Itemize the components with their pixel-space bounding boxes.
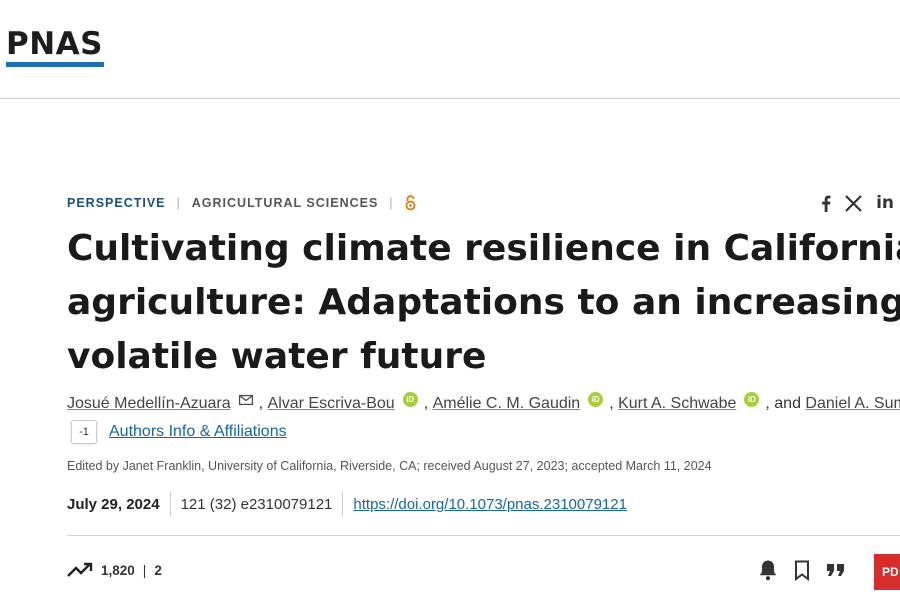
article-type[interactable]: PERSPECTIVE	[67, 196, 166, 210]
publication-date: July 29, 2024	[67, 495, 160, 513]
authors-info-link[interactable]: Authors Info & Affiliations	[109, 423, 287, 440]
author-link[interactable]: Daniel A. Sumne	[805, 394, 900, 412]
author-link[interactable]: Josué Medellín-Azuara	[67, 394, 231, 412]
citation-volume: 121 (32) e2310079121	[180, 495, 333, 513]
article-meta: PERSPECTIVE | AGRICULTURAL SCIENCES |	[67, 195, 416, 211]
metrics-separator: |	[142, 562, 147, 578]
orcid-icon[interactable]: iD	[744, 392, 760, 407]
meta-separator: |	[176, 196, 181, 210]
author-link[interactable]: Alvar Escriva-Bou	[267, 394, 395, 412]
x-icon[interactable]	[845, 194, 862, 212]
mail-icon[interactable]	[238, 394, 253, 405]
title-line: agriculture: Adaptations to an increasin…	[67, 282, 900, 323]
pdf-button[interactable]: PD	[874, 554, 900, 590]
title-line: volatile water future	[67, 336, 487, 377]
open-access-lock-icon	[405, 195, 416, 211]
article-subject[interactable]: AGRICULTURAL SCIENCES	[191, 196, 379, 210]
share-bar: in	[821, 193, 894, 213]
doi-link[interactable]: https://doi.org/10.1073/pnas.2310079121	[353, 495, 627, 513]
trending-up-icon	[67, 562, 93, 578]
pnas-logo[interactable]: PNAS	[6, 28, 104, 67]
meta-separator: |	[389, 196, 394, 210]
author-conjunction: , and	[765, 394, 801, 412]
divider	[169, 492, 171, 516]
editorial-history: Edited by Janet Franklin, University of …	[67, 459, 712, 473]
bookmark-icon[interactable]	[794, 560, 810, 581]
divider	[342, 492, 344, 516]
article-title: Cultivating climate resilience in Califo…	[67, 222, 900, 384]
site-header: PNAS	[0, 0, 900, 99]
affiliations-toggle-button[interactable]: -1	[71, 420, 97, 444]
article-actions	[758, 559, 846, 581]
orcid-icon[interactable]: iD	[402, 392, 418, 407]
author-link[interactable]: Amélie C. M. Gaudin	[432, 394, 581, 412]
affiliations-row: -1 Authors Info & Affiliations	[71, 420, 287, 444]
orcid-icon[interactable]: iD	[588, 392, 604, 407]
publication-info: July 29, 2024 121 (32) e2310079121 https…	[67, 492, 627, 516]
views-count: 1,820	[101, 562, 135, 578]
quote-icon[interactable]	[826, 563, 846, 577]
article-metrics[interactable]: 1,820 | 2	[67, 562, 162, 578]
logo-underline	[6, 62, 104, 67]
logo-text: PNAS	[6, 26, 103, 62]
linkedin-icon[interactable]: in	[876, 193, 894, 213]
author-list: Josué Medellín-Azuara , Alvar Escriva-Bo…	[67, 392, 900, 415]
citations-count: 2	[154, 562, 162, 578]
author-link[interactable]: Kurt A. Schwabe	[618, 394, 737, 412]
section-divider	[67, 535, 900, 536]
facebook-icon[interactable]	[821, 195, 831, 212]
title-line: Cultivating climate resilience in Califo…	[67, 228, 900, 269]
bell-icon[interactable]	[758, 559, 778, 581]
